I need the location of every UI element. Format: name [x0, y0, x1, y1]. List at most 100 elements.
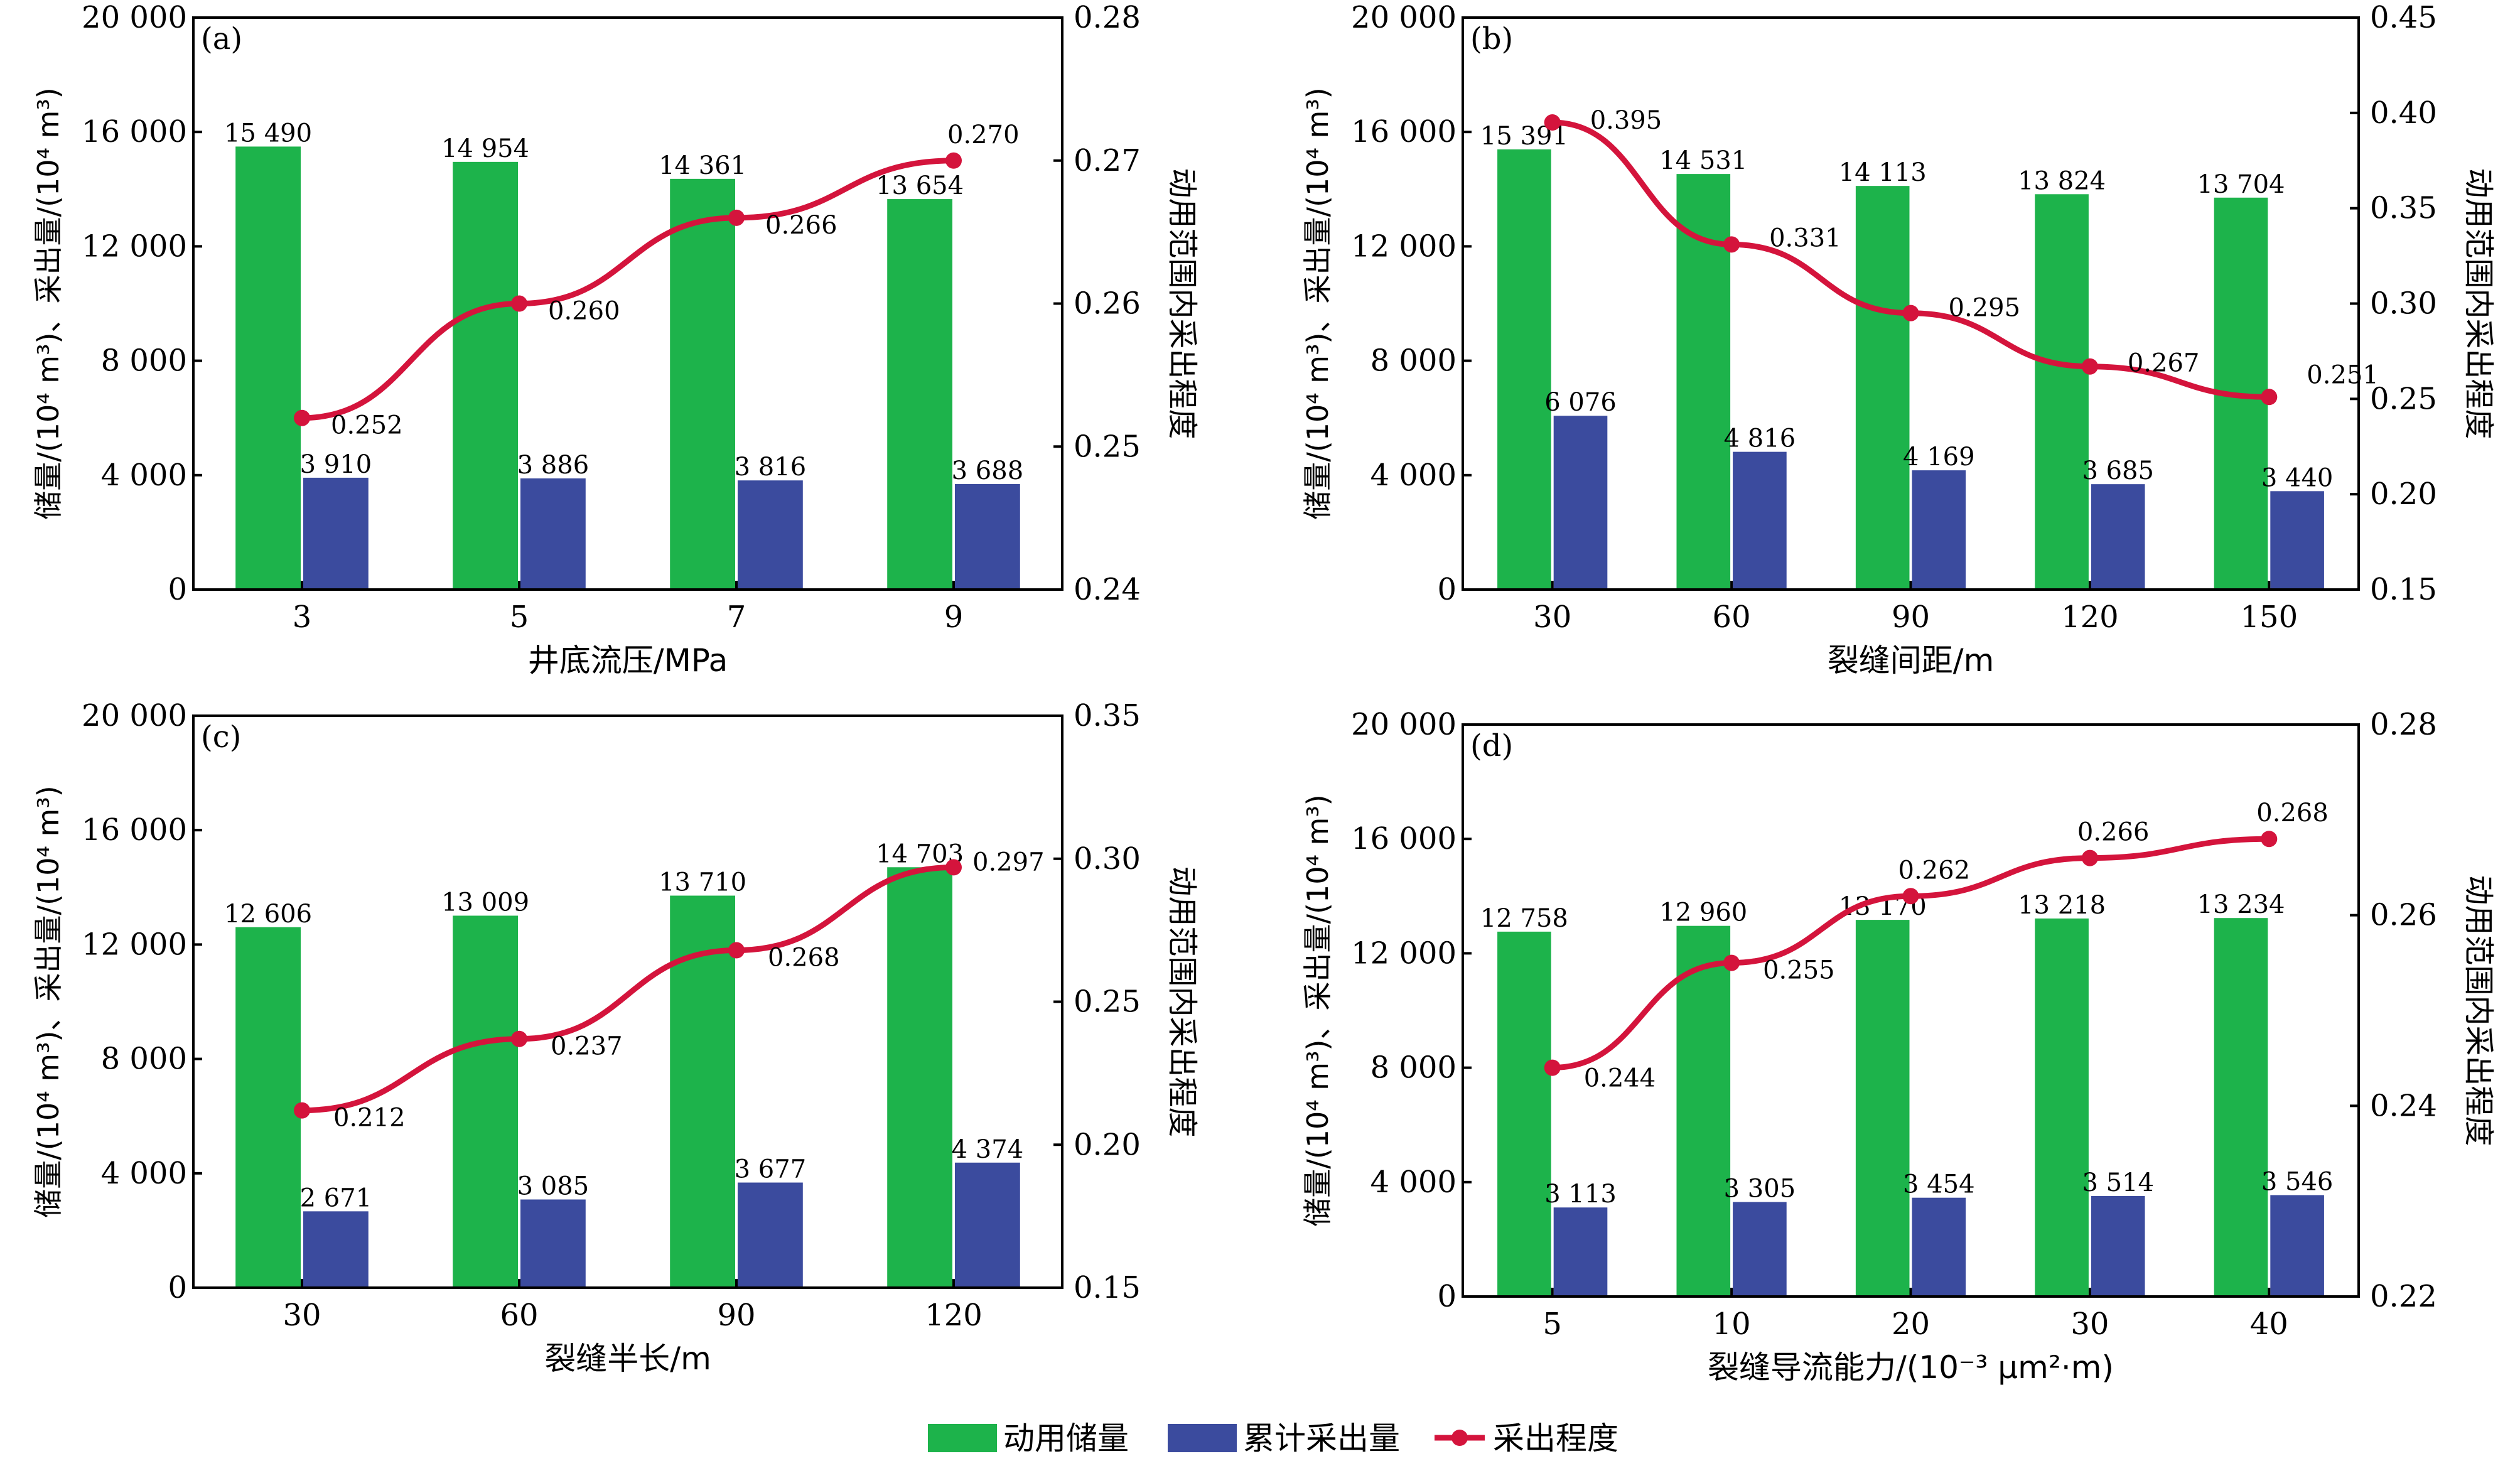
- data-label-production: 3 305: [1724, 1174, 1796, 1203]
- bar-reserves: [2035, 918, 2089, 1297]
- recovery-line: [1552, 836, 2270, 1071]
- bar-reserves: [1855, 920, 1910, 1297]
- recovery-point: [728, 942, 745, 959]
- bar-production: [303, 1211, 369, 1288]
- legend: 动用储量 累计采出量 采出程度: [928, 1420, 1618, 1457]
- bar-reserves: [1676, 925, 1731, 1297]
- y-tick-label: 12 000: [82, 927, 187, 962]
- y2-axis-label: 动用范围内采出程度: [1165, 168, 1200, 439]
- y-tick-label: 4 000: [101, 458, 187, 493]
- y-tick-label: 8 000: [101, 343, 187, 379]
- data-label-recovery: 0.268: [2256, 799, 2329, 828]
- bars: [235, 867, 1020, 1288]
- recovery-point: [1723, 236, 1740, 253]
- data-label-production: 3 886: [517, 451, 590, 480]
- data-label-production: 3 546: [2261, 1167, 2334, 1196]
- data-label-production: 6 076: [1544, 388, 1617, 417]
- recovery-point: [1544, 114, 1561, 131]
- data-label-production: 4 374: [952, 1135, 1024, 1164]
- y-tick-label: 8 000: [1370, 1050, 1457, 1086]
- data-label-reserves: 14 113: [1839, 158, 1927, 187]
- x-tick-label: 120: [925, 1298, 983, 1333]
- y2-tick-label: 0.15: [1074, 1270, 1141, 1305]
- y2-tick-label: 0.25: [1074, 429, 1141, 464]
- recovery-point: [1902, 305, 1919, 321]
- recovery-point: [1902, 888, 1919, 905]
- data-label-recovery: 0.267: [2128, 349, 2200, 378]
- x-tick-label: 9: [944, 600, 964, 635]
- recovery-point: [945, 859, 962, 876]
- data-label-recovery: 0.251: [2307, 360, 2379, 389]
- y2-tick-label: 0.35: [2370, 191, 2437, 226]
- data-label-production: 4 169: [1903, 443, 1975, 472]
- data-label-production: 3 685: [2082, 456, 2154, 485]
- data-label-recovery: 0.266: [765, 211, 837, 240]
- y2-axis-label: 动用范围内采出程度: [2461, 875, 2496, 1146]
- y-tick-label: 20 000: [1351, 0, 1457, 35]
- y-tick-label: 0: [1437, 1279, 1457, 1314]
- y-tick-label: 16 000: [82, 114, 187, 149]
- data-label-production: 4 816: [1724, 424, 1796, 453]
- data-label-recovery: 0.255: [1763, 956, 1835, 985]
- bars: [1497, 149, 2324, 590]
- recovery-point: [2261, 389, 2278, 406]
- y2-tick-label: 0.24: [2370, 1088, 2437, 1123]
- y2-tick-label: 0.26: [1074, 286, 1141, 321]
- bar-reserves: [1497, 931, 1551, 1297]
- y-tick-label: 0: [168, 572, 187, 607]
- y2-tick-label: 0.25: [1074, 984, 1141, 1020]
- x-tick-label: 20: [1892, 1307, 1930, 1342]
- bar-production: [520, 478, 586, 590]
- bar-production: [738, 1182, 803, 1288]
- data-label-recovery: 0.266: [2077, 818, 2150, 847]
- data-label-recovery: 0.395: [1590, 106, 1662, 135]
- recovery-point: [294, 409, 310, 426]
- recovery-point: [511, 295, 527, 312]
- data-label-recovery: 0.262: [1898, 856, 1971, 885]
- data-label-production: 3 688: [952, 456, 1024, 485]
- y-tick-label: 4 000: [1370, 458, 1457, 493]
- data-label-production: 3 113: [1544, 1180, 1617, 1209]
- x-tick-label: 30: [2070, 1307, 2109, 1342]
- bar-reserves: [453, 915, 518, 1288]
- y2-tick-label: 0.24: [1074, 572, 1141, 607]
- bar-production: [2091, 1195, 2145, 1297]
- x-tick-label: 30: [1533, 600, 1571, 635]
- plot-frame: [1462, 723, 2360, 1298]
- y-axis-label: 储量/(10⁴ m³)、采出量/(10⁴ m³): [31, 87, 65, 519]
- x-tick-label: 30: [283, 1298, 321, 1333]
- panel-label: (d): [1470, 728, 1513, 763]
- x-axis-label: 井底流压/MPa: [528, 642, 728, 679]
- bar-production: [1553, 1207, 1608, 1297]
- y-axis-label: 储量/(10⁴ m³)、采出量/(10⁴ m³): [31, 785, 65, 1217]
- y-tick-label: 12 000: [82, 229, 187, 264]
- recovery-point: [2261, 831, 2278, 848]
- data-label-recovery: 0.331: [1769, 224, 1841, 252]
- bar-production: [2270, 1195, 2324, 1297]
- data-label-reserves: 13 218: [2018, 891, 2106, 920]
- y2-axis-label: 动用范围内采出程度: [1165, 866, 1200, 1137]
- y2-tick-label: 0.30: [2370, 286, 2437, 321]
- legend-label-reserves: 动用储量: [1003, 1420, 1129, 1457]
- recovery-point: [728, 209, 745, 226]
- x-tick-label: 120: [2061, 600, 2119, 635]
- bar-production: [1733, 451, 1787, 590]
- bar-reserves: [1497, 149, 1551, 590]
- legend-marker-recovery: [1451, 1430, 1468, 1446]
- data-label-reserves: 13 009: [441, 888, 529, 917]
- bar-reserves: [2035, 194, 2089, 590]
- bar-reserves: [235, 927, 301, 1288]
- legend-swatch-reserves: [928, 1424, 997, 1452]
- recovery-point: [2081, 849, 2098, 866]
- y-tick-label: 12 000: [1351, 935, 1457, 971]
- bar-reserves: [235, 146, 301, 590]
- y-tick-label: 4 000: [1370, 1165, 1457, 1200]
- y2-tick-label: 0.20: [2370, 477, 2437, 512]
- y2-tick-label: 0.25: [2370, 381, 2437, 416]
- data-label-reserves: 13 654: [876, 171, 964, 200]
- bar-production: [1912, 470, 1966, 590]
- data-label-reserves: 12 960: [1659, 898, 1747, 927]
- y-tick-label: 8 000: [101, 1042, 187, 1077]
